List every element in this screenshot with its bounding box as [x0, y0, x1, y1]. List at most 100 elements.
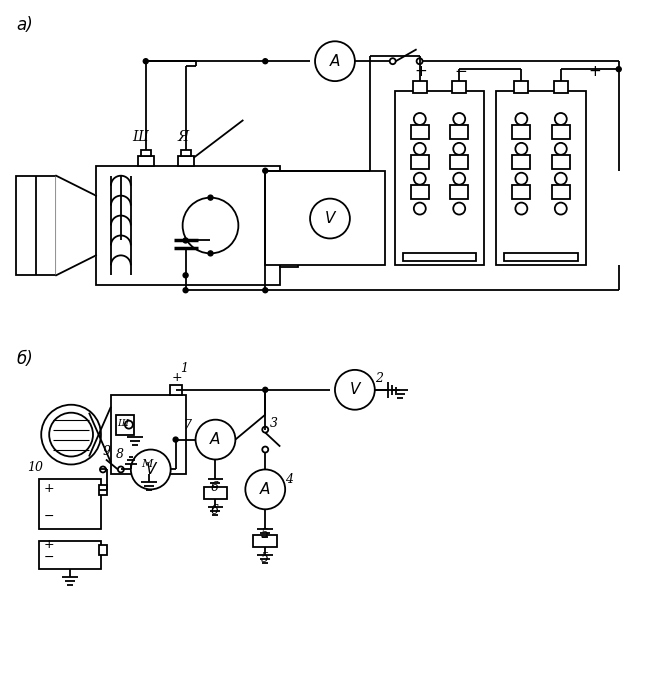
Text: +: +	[415, 64, 428, 79]
Bar	[450, 185, 468, 199]
Circle shape	[515, 173, 527, 185]
Text: 6: 6	[211, 482, 218, 495]
Bar	[138, 155, 154, 166]
Bar	[552, 125, 570, 139]
Bar	[554, 81, 567, 93]
Bar	[177, 155, 194, 166]
Circle shape	[414, 113, 426, 125]
Bar	[16, 176, 56, 275]
Circle shape	[390, 58, 396, 64]
Text: 7: 7	[183, 419, 192, 432]
Bar	[504, 253, 578, 262]
Bar	[450, 155, 468, 169]
Text: A: A	[260, 482, 270, 497]
Bar	[39, 541, 101, 569]
Text: +: +	[43, 482, 54, 495]
Text: Ш: Ш	[132, 130, 148, 144]
Text: 10: 10	[27, 462, 44, 475]
Text: 2: 2	[375, 372, 383, 385]
Bar	[411, 185, 429, 199]
Text: М: М	[141, 460, 152, 469]
Text: +: +	[589, 64, 602, 79]
Bar	[450, 125, 468, 139]
Text: 5: 5	[260, 552, 268, 565]
Circle shape	[414, 173, 426, 185]
Text: б): б)	[16, 350, 33, 368]
Text: 1: 1	[181, 362, 188, 375]
Text: а): а)	[16, 16, 33, 34]
Text: 4: 4	[285, 473, 293, 486]
Text: A: A	[330, 53, 340, 68]
Text: −: −	[43, 551, 54, 564]
Text: 3: 3	[270, 416, 278, 429]
Bar	[99, 545, 107, 555]
Circle shape	[125, 421, 133, 429]
Bar	[552, 155, 570, 169]
Bar	[116, 414, 134, 434]
Bar	[413, 81, 427, 93]
Circle shape	[515, 113, 527, 125]
Circle shape	[453, 203, 465, 214]
Bar	[280, 184, 298, 267]
Text: 8: 8	[116, 449, 124, 462]
Circle shape	[131, 449, 171, 489]
Text: V: V	[146, 462, 156, 477]
Bar	[452, 81, 466, 93]
Text: +: +	[43, 538, 54, 551]
Circle shape	[310, 199, 350, 238]
Circle shape	[515, 203, 527, 214]
Circle shape	[183, 197, 239, 253]
Circle shape	[263, 387, 268, 393]
Circle shape	[49, 412, 93, 456]
Circle shape	[555, 113, 567, 125]
Text: Я: Я	[177, 130, 189, 144]
Circle shape	[245, 469, 285, 509]
Circle shape	[208, 195, 213, 200]
Circle shape	[183, 273, 188, 278]
Circle shape	[183, 288, 188, 292]
Circle shape	[453, 113, 465, 125]
Bar	[96, 166, 280, 285]
Circle shape	[262, 447, 268, 453]
Circle shape	[41, 405, 101, 464]
Circle shape	[414, 203, 426, 214]
Text: V: V	[350, 382, 360, 397]
Bar	[411, 125, 429, 139]
Text: Ш: Ш	[117, 419, 128, 427]
Text: −: −	[43, 510, 54, 523]
Text: 9: 9	[103, 445, 111, 458]
Circle shape	[196, 420, 235, 460]
Bar	[39, 479, 101, 530]
Circle shape	[263, 59, 268, 64]
Text: +: +	[172, 371, 182, 384]
Circle shape	[414, 143, 426, 155]
Circle shape	[183, 238, 188, 243]
Circle shape	[100, 466, 106, 473]
Circle shape	[555, 203, 567, 214]
Bar	[512, 155, 530, 169]
Text: A: A	[211, 432, 220, 447]
Bar	[395, 91, 484, 265]
Bar	[552, 185, 570, 199]
Text: V: V	[325, 211, 335, 226]
Circle shape	[208, 251, 213, 256]
Bar	[402, 253, 476, 262]
Circle shape	[315, 41, 355, 81]
Circle shape	[118, 466, 124, 473]
Bar	[265, 171, 385, 265]
Bar	[514, 81, 528, 93]
Bar	[203, 488, 227, 499]
Bar	[99, 486, 107, 495]
Circle shape	[173, 437, 178, 442]
Bar	[512, 185, 530, 199]
Bar	[181, 150, 190, 155]
Bar	[170, 385, 181, 395]
Circle shape	[453, 143, 465, 155]
Bar	[411, 155, 429, 169]
Bar	[512, 125, 530, 139]
Circle shape	[262, 427, 268, 433]
Circle shape	[143, 59, 148, 64]
Circle shape	[515, 143, 527, 155]
Circle shape	[263, 169, 268, 173]
Bar	[496, 91, 586, 265]
